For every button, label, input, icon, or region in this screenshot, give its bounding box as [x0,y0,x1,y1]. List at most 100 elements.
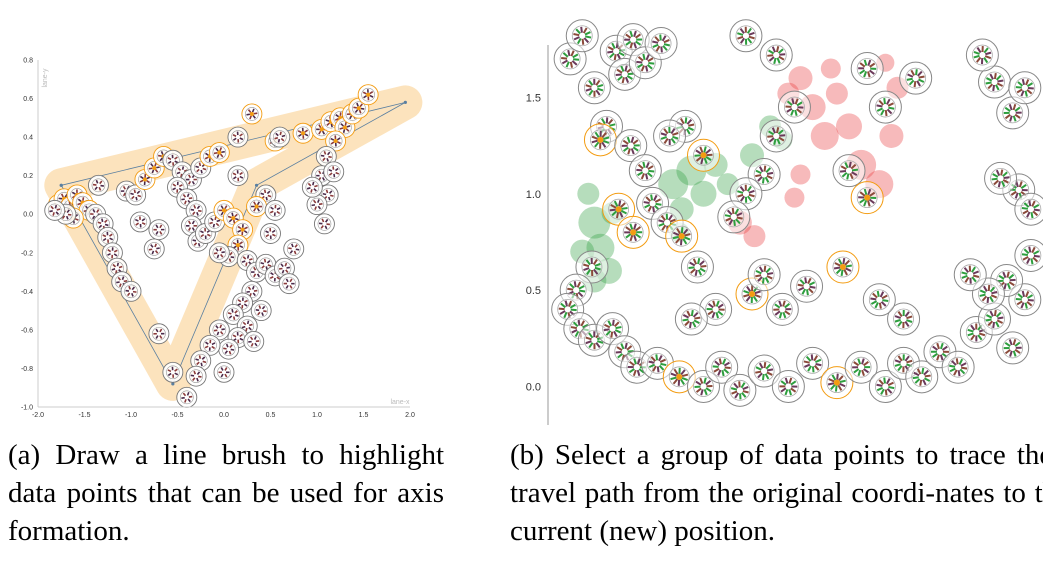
y-tick-label: -0.8 [21,366,33,373]
x-tick-label: -1.5 [78,412,90,419]
data-point [129,211,151,233]
brush-vertex [254,183,259,187]
selected-data-point [826,250,860,284]
data-point [313,213,335,235]
highlighted-data-point [325,130,347,152]
highlighted-data-point [357,84,379,106]
selected-data-point [616,215,650,249]
highlighted-data-point [241,103,263,125]
data-point [705,350,739,384]
y-tick-label: 0.4 [23,135,33,142]
data-point [905,360,939,394]
y-tick-label: 1.0 [526,189,541,201]
data-point [844,350,878,384]
data-point [199,334,221,356]
red-trace-blob [788,66,813,91]
y-tick-label: 1.5 [526,92,541,104]
data-point [148,219,170,241]
data-point [747,258,781,292]
data-point [125,184,147,206]
travel-path-scatter-plot[interactable]: 1.5 1.0 0.5 0.0 [500,0,1043,430]
data-point [227,126,249,148]
data-point [978,302,1011,336]
y-tick-label: 0.0 [23,212,33,219]
red-trace-blob [790,164,811,185]
line-brush-scatter-plot[interactable]: -2.0 -1.5 -1.0 -0.5 0.0 0.5 1.0 1.5 2.0 0.8 0.6 0.4… [0,0,500,430]
brush-vertex [171,382,175,386]
x-tick-label: 1.5 [359,412,369,419]
data-point [674,302,708,336]
figure-panel-a: -2.0 -1.5 -1.0 -0.5 0.0 0.5 1.0 1.5 2.0 0.8 0.6 0.4… [0,0,500,430]
highlighted-data-point [246,196,267,217]
x-tick-label: 1.0 [312,412,322,419]
data-point [653,119,687,153]
data-point [278,273,300,295]
data-point [264,199,286,221]
data-point [575,250,609,284]
brush-vertex [59,183,63,187]
data-point [301,176,323,198]
data-point [87,174,109,196]
figure-panel-b: 1.5 1.0 0.5 0.0 [500,0,1043,430]
x-tick-label: 0.0 [219,412,229,419]
y-tick-label: -0.4 [21,289,33,296]
y-tick-label: 0.0 [526,381,541,393]
y-tick-label: 0.8 [23,58,33,65]
green-trace-blob [577,182,600,205]
x-tick-label: -0.5 [171,412,183,419]
x-tick-label: 0.5 [266,412,276,419]
data-point [996,331,1030,365]
data-point [315,145,337,167]
data-point [759,38,793,72]
data-point [953,258,987,292]
data-point [218,338,240,360]
data-point [185,365,207,387]
highlighted-data-point [292,122,314,144]
data-point [729,19,763,53]
x-tick-label: 2.0 [405,412,415,419]
data-point [260,223,281,244]
data-point [759,119,793,153]
data-point [996,96,1030,130]
y-tick-label: 0.5 [526,285,541,297]
data-point [723,373,757,407]
data-point [148,323,170,345]
data-point [832,154,866,188]
data-point [243,331,265,352]
data-point [862,283,896,317]
highlighted-data-point [208,142,230,163]
data-point [1008,71,1042,105]
y-tick-label: -0.2 [21,250,33,257]
data-point [717,200,751,234]
data-point [97,226,119,248]
x-tick-label: -1.0 [125,412,137,419]
data-point [868,90,902,124]
data-point [565,19,599,53]
green-trace-blob [690,180,717,207]
caption-a: (a) Draw a line brush to highlight data … [8,439,444,547]
selected-data-point [665,219,699,253]
data-point [213,361,235,383]
y-tick-label: 0.6 [23,96,33,103]
data-point [306,194,328,216]
data-point [269,126,291,148]
data-point [1014,238,1043,272]
data-point [850,52,884,86]
selected-data-point [687,138,720,172]
data-point [771,369,805,403]
y-tick-label: 0.2 [23,173,33,180]
data-point [777,90,811,124]
green-trace-blob [578,206,611,239]
data-point [323,161,345,183]
data-point [227,165,249,187]
data-point [208,319,230,341]
data-point [222,304,244,325]
data-point [577,71,611,105]
y-tick-label: -1.0 [21,405,33,412]
data-point [44,199,66,221]
data-point [143,238,165,260]
data-point [208,242,230,264]
x-tick-label: -2.0 [32,412,44,419]
axis-label-lane-x: lane-x [390,399,410,406]
data-point [628,154,662,188]
